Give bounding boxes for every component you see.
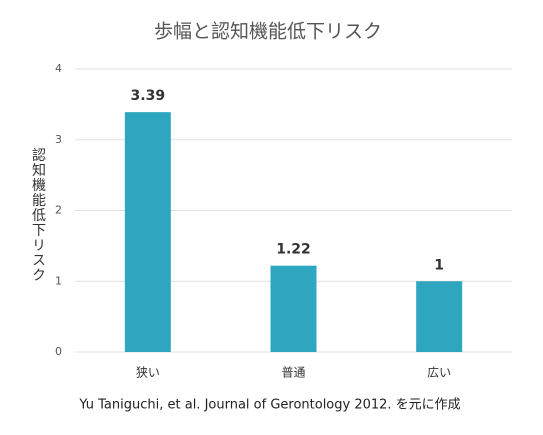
source-note: Yu Taniguchi, et al. Journal of Gerontol… — [78, 398, 460, 413]
bar — [416, 281, 463, 352]
data-label: 1 — [434, 257, 444, 273]
y-tick-label: 3 — [55, 133, 62, 146]
y-axis-label: 認知機能低下リスク — [30, 148, 46, 283]
data-label: 1.22 — [276, 242, 311, 258]
x-tick-label: 広い — [427, 366, 451, 380]
chart-title: 歩幅と認知機能低下リスク — [154, 21, 382, 43]
y-tick-label: 1 — [55, 274, 62, 287]
y-tick-label: 2 — [55, 204, 62, 217]
x-tick-label: 普通 — [281, 366, 305, 380]
y-tick-label: 0 — [55, 345, 62, 358]
x-tick-label: 狭い — [136, 366, 160, 380]
y-tick-label: 4 — [55, 62, 62, 75]
bar — [270, 265, 317, 352]
bar — [124, 112, 171, 352]
data-label: 3.39 — [131, 88, 166, 104]
